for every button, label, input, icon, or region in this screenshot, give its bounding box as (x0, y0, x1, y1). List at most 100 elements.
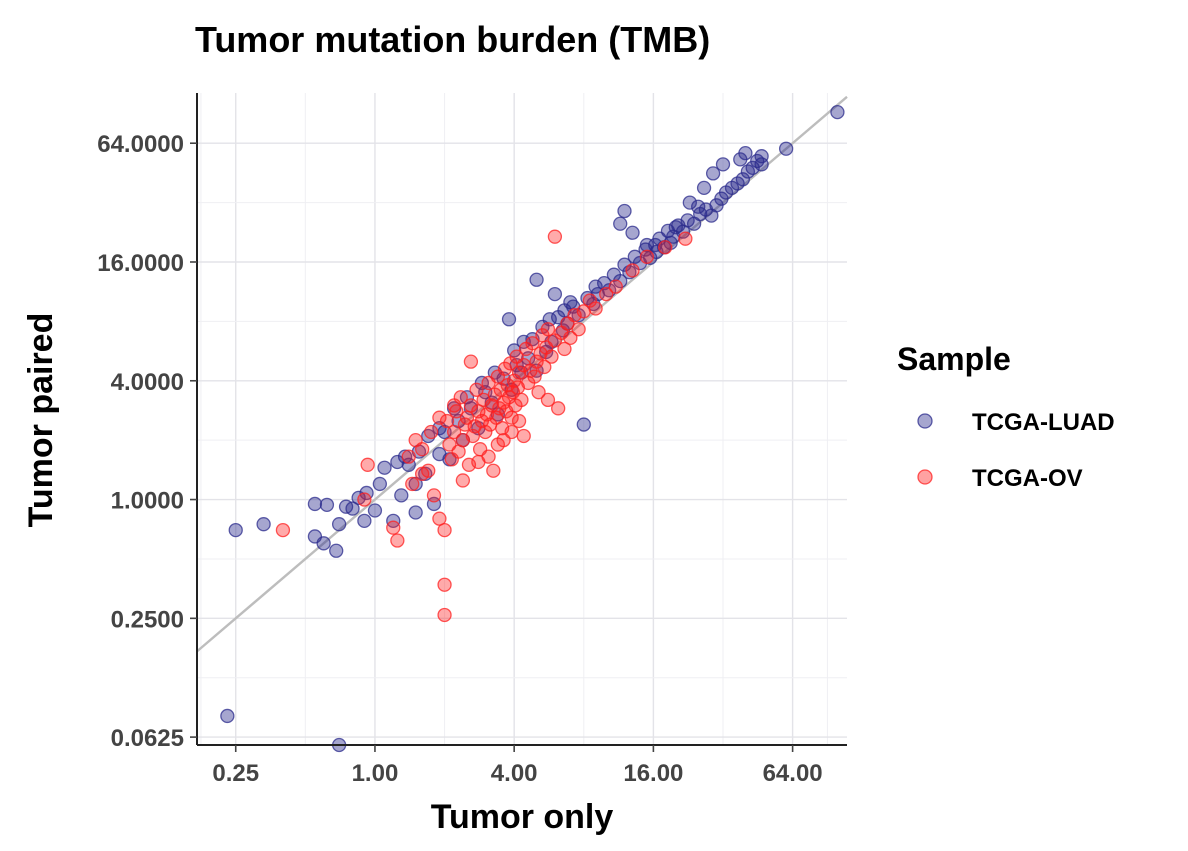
scatter-point (625, 263, 640, 278)
scatter-point (486, 463, 501, 478)
scatter-point (446, 398, 462, 413)
scatter-point (529, 272, 544, 287)
scatter-point (437, 607, 452, 623)
series-tcga-ov (275, 229, 693, 623)
scatter-point (329, 543, 344, 558)
scatter-point (514, 392, 529, 408)
scatter-point (504, 424, 519, 440)
scatter-point (544, 349, 559, 364)
scatter-point (613, 216, 628, 231)
x-tick-label: 16.00 (623, 760, 683, 787)
scatter-point (437, 522, 452, 538)
x-axis-title: Tumor only (431, 798, 614, 836)
scatter-point (682, 195, 697, 210)
scatter-point (256, 517, 271, 532)
scatter-point (377, 460, 392, 475)
scatter-point (481, 449, 496, 464)
scatter-point (588, 301, 603, 316)
scatter-point (571, 322, 586, 337)
scatter-point (478, 424, 493, 440)
scatter-point (439, 413, 455, 429)
scatter-point (658, 240, 673, 255)
scatter-point (367, 503, 383, 518)
scatter-point (372, 476, 388, 492)
scatter-point (507, 373, 522, 388)
scatter-point (426, 488, 442, 503)
scatter-point (557, 341, 572, 357)
scatter-point (357, 492, 372, 507)
scatter-point (531, 385, 546, 400)
scatter-point (497, 361, 513, 376)
x-tick-label: 0.25 (212, 760, 259, 787)
y-tick-label: 16.0000 (97, 250, 184, 277)
y-axis-title: Tumor paired (22, 313, 60, 528)
scatter-point (220, 708, 235, 724)
x-tick-label: 64.00 (763, 760, 823, 787)
y-tick-label: 0.2500 (111, 606, 184, 633)
scatter-point (446, 424, 462, 440)
scatter-point (527, 369, 542, 384)
scatter-point (432, 410, 447, 425)
scatter-point (511, 365, 527, 380)
scatter-point (705, 166, 721, 181)
scatter-point (754, 157, 769, 172)
scatter-point (733, 152, 748, 167)
scatter-point (830, 104, 845, 120)
scatter-point (551, 401, 566, 416)
scatter-point (405, 476, 420, 492)
scatter-point (307, 496, 323, 512)
scatter-point (540, 322, 556, 337)
scatter-point (501, 312, 517, 327)
legend-label: TCGA-LUAD (972, 409, 1115, 436)
scatter-point (469, 382, 484, 397)
legend-label: TCGA-OV (972, 465, 1083, 492)
scatter-point (516, 428, 531, 444)
scatter-point (345, 501, 360, 516)
scatter-point (547, 286, 563, 302)
y-axis-ticks: 0.0625 0.2500 1.0000 4.0000 16.0000 64.0000 (97, 131, 197, 752)
legend-title: Sample (897, 341, 1011, 377)
scatter-point (639, 237, 655, 253)
scatter-point (275, 522, 291, 538)
scatter-point (608, 279, 623, 294)
scatter-point (228, 522, 243, 538)
scatter-point (397, 449, 413, 464)
scatter-point (394, 488, 409, 503)
scatter-point (588, 279, 603, 294)
scatter-point (511, 413, 527, 429)
scatter-point (525, 336, 540, 351)
scatter-point (390, 454, 405, 470)
x-tick-label: 1.00 (352, 760, 399, 787)
legend-marker (917, 469, 933, 485)
scatter-point (424, 424, 439, 440)
scatter-point (437, 577, 452, 592)
legend: Sample TCGA-LUAD TCGA-OV (897, 341, 1115, 492)
scatter-point (360, 457, 375, 472)
scatter-point (680, 213, 695, 228)
scatter-point (357, 513, 372, 528)
y-tick-label: 4.0000 (111, 369, 184, 396)
scatter-point (316, 536, 331, 551)
scatter-point (715, 157, 731, 172)
scatter-point (319, 497, 335, 513)
x-tick-label: 4.00 (491, 760, 538, 787)
scatter-point (696, 180, 712, 196)
scatter-point (599, 286, 614, 302)
chart-title: Tumor mutation burden (TMB) (195, 19, 710, 60)
scatter-point (547, 229, 563, 244)
scatter-point (408, 505, 423, 520)
points-layer (220, 104, 845, 753)
scatter-point (529, 354, 544, 369)
scatter-point (691, 199, 706, 214)
legend-items: TCGA-LUAD TCGA-OV (917, 409, 1115, 492)
scatter-point (678, 231, 693, 246)
scatter-point (386, 520, 401, 535)
scatter-point (415, 442, 430, 457)
scatter-point (401, 449, 416, 464)
y-tick-label: 64.0000 (97, 131, 184, 158)
scatter-point (668, 220, 683, 235)
y-tick-label: 1.0000 (111, 488, 184, 515)
scatter-point (540, 392, 556, 408)
scatter-point (563, 330, 578, 346)
